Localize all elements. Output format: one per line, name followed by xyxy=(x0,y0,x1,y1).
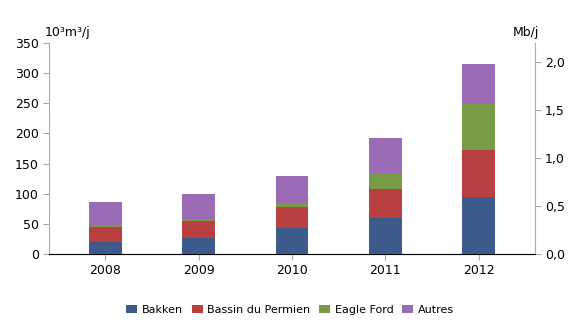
Bar xyxy=(89,226,122,227)
Bar xyxy=(89,202,122,226)
Bar xyxy=(89,227,122,242)
Text: Mb/j: Mb/j xyxy=(513,26,539,39)
Bar xyxy=(182,219,215,221)
Bar xyxy=(276,204,308,207)
Bar xyxy=(182,238,215,254)
Bar xyxy=(369,138,401,173)
Bar xyxy=(369,218,401,254)
Bar xyxy=(462,150,495,197)
Bar xyxy=(182,221,215,238)
Bar xyxy=(462,64,495,104)
Bar xyxy=(276,228,308,254)
Bar xyxy=(276,207,308,228)
Bar xyxy=(462,104,495,150)
Text: 10³m³/j: 10³m³/j xyxy=(45,26,90,39)
Bar xyxy=(369,173,401,189)
Bar xyxy=(369,189,401,218)
Bar xyxy=(182,194,215,219)
Legend: Bakken, Bassin du Permien, Eagle Ford, Autres: Bakken, Bassin du Permien, Eagle Ford, A… xyxy=(122,300,458,319)
Bar xyxy=(462,197,495,254)
Bar xyxy=(89,242,122,254)
Bar xyxy=(276,176,308,204)
